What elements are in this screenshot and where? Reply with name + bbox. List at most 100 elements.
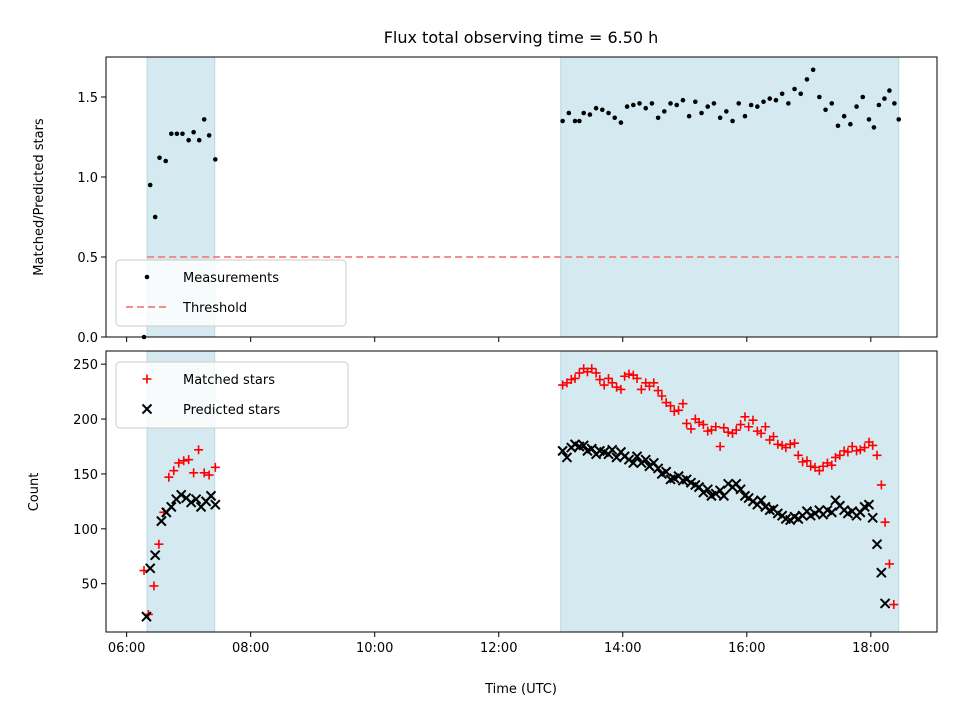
matched-stars-point (599, 380, 609, 390)
y-tick-label: 0.0 (77, 331, 98, 346)
measurement-point (736, 101, 742, 106)
predicted-stars-point (578, 440, 589, 451)
matched-stars-point (802, 456, 812, 466)
y-tick-label: 100 (73, 523, 98, 538)
predicted-stars-point (631, 451, 643, 462)
observing-window (560, 350, 900, 633)
predicted-stars-point (863, 499, 875, 510)
x-tick-label: 10:00 (356, 641, 393, 656)
matched-stars-point (649, 378, 659, 388)
predicted-stars-point (628, 457, 639, 469)
matched-stars-point (835, 450, 845, 460)
measurement-point (577, 118, 582, 124)
matched-stars-point (827, 460, 837, 470)
matched-stars-point (773, 439, 783, 449)
measurement-point (786, 101, 791, 106)
measurement-point (686, 113, 692, 119)
predicted-stars-point (190, 493, 202, 505)
predicted-stars-point (557, 445, 568, 457)
y-tick-label: 1.0 (77, 171, 98, 186)
matched-stars-point (694, 417, 704, 427)
measurement-point (711, 101, 717, 106)
matched-stars-point (174, 458, 184, 468)
matched-stars-point (740, 412, 750, 422)
matched-stars-point (184, 455, 194, 465)
measurement-point (560, 118, 565, 124)
legend-label: Predicted stars (183, 403, 280, 418)
predicted-stars-point (755, 495, 767, 506)
measurement-point (618, 120, 624, 125)
measurement-point (631, 102, 636, 108)
measurement-point (810, 67, 816, 73)
observing-window (560, 56, 900, 338)
matched-stars-point (595, 375, 605, 385)
matched-stars-point (169, 466, 179, 476)
matched-stars-point (154, 539, 164, 549)
y-tick-label: 200 (73, 413, 98, 428)
measurement-point (163, 158, 169, 164)
measurement-point (174, 131, 180, 137)
matched-stars-point (698, 420, 708, 430)
measurement-point (705, 104, 711, 109)
y-tick-label: 50 (81, 578, 98, 593)
measurement-point (157, 155, 162, 161)
chart-title: Flux total observing time = 6.50 h (384, 28, 659, 47)
matched-stars-point (616, 384, 626, 394)
matched-stars-point (768, 432, 778, 442)
legend-swatch-predicted (141, 403, 153, 415)
measurement-point (196, 137, 202, 143)
y-tick-label: 1.5 (77, 91, 98, 106)
matched-stars-point (785, 439, 795, 449)
matched-stars-point (674, 405, 684, 415)
measurement-point (761, 99, 766, 105)
measurement-point (624, 104, 630, 109)
legend-swatch-matched (142, 374, 152, 384)
matched-stars-point (678, 399, 688, 409)
matched-stars-point (855, 445, 865, 455)
matched-stars-point (760, 422, 770, 432)
matched-stars-point (731, 425, 741, 435)
measurement-point (180, 131, 185, 137)
matched-stars-point (591, 368, 601, 378)
measurement-point (848, 121, 853, 127)
matched-stars-point (587, 364, 597, 374)
matched-stars-point (793, 450, 803, 460)
measurement-point (829, 101, 835, 106)
measurement-point (748, 102, 754, 108)
matched-stars-point (822, 458, 832, 468)
predicted-stars-point (176, 489, 187, 501)
matched-stars-point (790, 438, 800, 448)
top-y-axis-label: Matched/Predicted stars (32, 118, 47, 276)
predicted-stars-point (714, 485, 726, 496)
predicted-stars-point (141, 611, 152, 622)
measurement-point (206, 133, 212, 138)
measurement-point (600, 107, 605, 113)
predicted-stars-point (826, 507, 837, 518)
measurement-point (871, 125, 877, 130)
matched-stars-point (653, 386, 663, 396)
matched-stars-point (847, 441, 857, 451)
predicted-stars-point (607, 444, 618, 455)
matched-stars-point (669, 406, 679, 416)
y-tick-label: 0.5 (77, 251, 98, 266)
legend-box (115, 361, 349, 429)
matched-stars-point (607, 378, 617, 388)
measurement-point (680, 97, 686, 103)
x-axis-label: Time (UTC) (484, 682, 557, 697)
measurement-point (882, 96, 887, 101)
matched-stars-point (872, 450, 882, 460)
measurement-point (876, 102, 882, 108)
measurement-point (841, 113, 847, 119)
x-tick-label: 16:00 (728, 641, 765, 656)
measurement-point (662, 109, 667, 114)
matched-stars-point (860, 443, 870, 453)
predicted-stars-point (735, 484, 746, 495)
measurement-point (147, 182, 153, 188)
measurement-point (892, 101, 897, 106)
measurement-point (213, 157, 218, 162)
measurement-point (699, 110, 704, 116)
matched-stars-point (636, 384, 646, 394)
measurement-point (866, 117, 872, 122)
measurement-point (668, 101, 673, 106)
